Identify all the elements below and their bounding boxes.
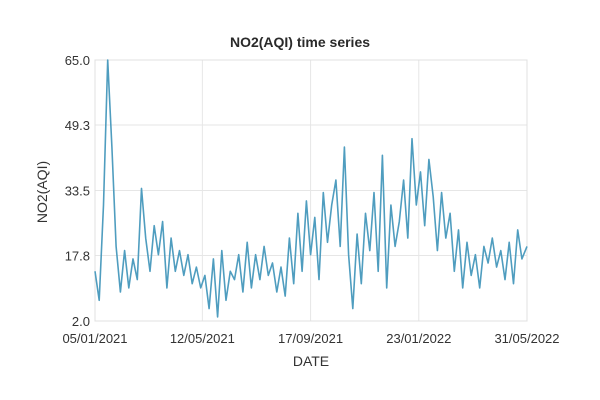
x-tick-label: 31/05/2022 [494,331,559,346]
plot-frame [94,59,528,322]
y-tick-label: 17.8 [65,249,90,264]
y-axis-label: NO2(AQI) [34,161,50,223]
x-tick-label: 05/01/2021 [62,331,127,346]
y-tick-label: 2.0 [72,314,90,329]
chart-title: NO2(AQI) time series [230,34,370,50]
y-axis-ticks: 2.0 17.8 33.5 49.3 65.0 [65,53,90,329]
x-tick-label: 12/05/2021 [170,331,235,346]
x-tick-label: 17/09/2021 [278,331,343,346]
x-axis-label: DATE [293,353,329,369]
y-tick-label: 33.5 [65,184,90,199]
y-tick-label: 65.0 [65,53,90,68]
x-tick-label: 23/01/2022 [386,331,451,346]
x-axis-ticks: 05/01/2021 12/05/2021 17/09/2021 23/01/2022… [62,331,559,346]
series-layer [94,59,528,318]
y-tick-label: 49.3 [65,118,90,133]
series-line [94,59,528,318]
